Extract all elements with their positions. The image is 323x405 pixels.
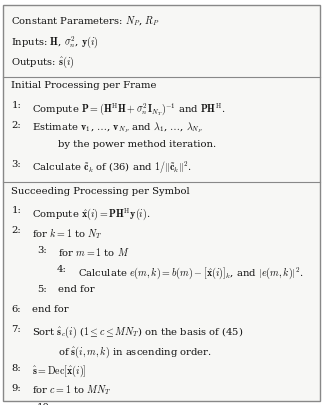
- Text: 3:: 3:: [11, 160, 21, 168]
- Text: Estimate $\mathbf{v}_1$, $\ldots$, $\mathbf{v}_{N_P}$ and $\lambda_1$, $\ldots$,: Estimate $\mathbf{v}_1$, $\ldots$, $\mat…: [32, 120, 203, 135]
- Text: by the power method iteration.: by the power method iteration.: [58, 140, 216, 149]
- Text: Calculate $e(m, k) = b(m) - [\hat{\mathbf{x}}(i)]_k$, and $|e(m, k)|^2$.: Calculate $e(m, k) = b(m) - [\hat{\mathb…: [78, 265, 303, 281]
- Text: 9:: 9:: [11, 383, 21, 392]
- Text: for $k = 1$ to $N_T$: for $k = 1$ to $N_T$: [32, 226, 103, 240]
- Text: 4:: 4:: [57, 265, 67, 274]
- Text: $\hat{\mathbf{s}} = \mathrm{Dec}[\hat{\mathbf{x}}(i)]$: $\hat{\mathbf{s}} = \mathrm{Dec}[\hat{\m…: [32, 363, 87, 378]
- Text: 8:: 8:: [11, 363, 21, 372]
- Text: 3:: 3:: [37, 245, 47, 254]
- Text: Sort $\hat{\mathbf{s}}_c(i)$ ($1 \leq c \leq MN_T$) on the basis of (45): Sort $\hat{\mathbf{s}}_c(i)$ ($1 \leq c …: [32, 324, 244, 339]
- Text: of $\hat{\mathbf{s}}(i, m, k)$ in ascending order.: of $\hat{\mathbf{s}}(i, m, k)$ in ascend…: [58, 343, 212, 359]
- Text: 6:: 6:: [11, 304, 21, 313]
- Text: 7:: 7:: [11, 324, 21, 333]
- Text: Constant Parameters: $N_P$, $R_P$: Constant Parameters: $N_P$, $R_P$: [11, 15, 160, 28]
- Text: for $c = 1$ to $MN_T$: for $c = 1$ to $MN_T$: [32, 383, 111, 396]
- Text: 5:: 5:: [37, 284, 47, 294]
- Text: 2:: 2:: [11, 226, 21, 234]
- Text: for $m = 1$ to $M$: for $m = 1$ to $M$: [58, 245, 130, 257]
- Text: Calculate $\tilde{\mathbf{c}}_k$ of (36) and $1/\|\tilde{\mathbf{c}}_k\|^2$.: Calculate $\tilde{\mathbf{c}}_k$ of (36)…: [32, 160, 192, 176]
- Text: Outputs: $\hat{\mathbf{s}}(i)$: Outputs: $\hat{\mathbf{s}}(i)$: [11, 54, 75, 70]
- Text: 1:: 1:: [11, 100, 21, 110]
- Text: Calculate $\hat{\mathbf{a}}(i)$ by (41).: Calculate $\hat{\mathbf{a}}(i)$ by (41).: [58, 402, 169, 405]
- Text: 1:: 1:: [11, 206, 21, 215]
- FancyBboxPatch shape: [3, 6, 320, 401]
- Text: end for: end for: [58, 284, 95, 294]
- Text: end for: end for: [32, 304, 69, 313]
- Text: Succeeding Processing per Symbol: Succeeding Processing per Symbol: [11, 186, 190, 195]
- Text: Compute $\hat{\mathbf{x}}(i) = \mathbf{PH}^{\mathrm{H}}\mathbf{y}(i)$.: Compute $\hat{\mathbf{x}}(i) = \mathbf{P…: [32, 206, 151, 222]
- Text: Initial Processing per Frame: Initial Processing per Frame: [11, 81, 157, 90]
- Text: Compute $\mathbf{P} = (\mathbf{H}^{\mathrm{H}}\mathbf{H} + \sigma_n^2\mathbf{I}_: Compute $\mathbf{P} = (\mathbf{H}^{\math…: [32, 100, 225, 116]
- Text: Inputs: $\mathbf{H}$, $\sigma_n^2$, $\mathbf{y}(i)$: Inputs: $\mathbf{H}$, $\sigma_n^2$, $\ma…: [11, 35, 99, 50]
- Text: 2:: 2:: [11, 120, 21, 129]
- Text: 10:: 10:: [37, 402, 53, 405]
